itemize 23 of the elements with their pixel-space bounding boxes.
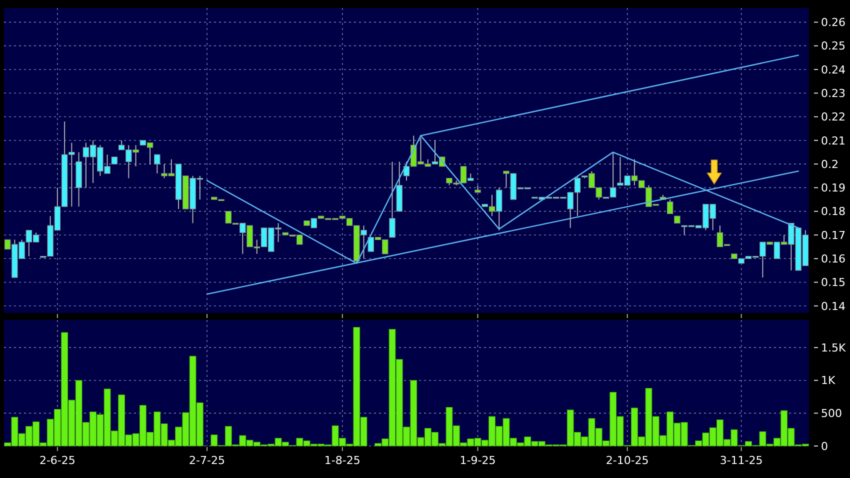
y-tick-label: 0.21: [821, 134, 846, 148]
y-tick-label: 0.19: [821, 182, 846, 195]
x-tick-label: 2-6-25: [39, 454, 76, 467]
y-tick-label: 0.23: [821, 86, 846, 100]
y-tick-label: 0.25: [821, 40, 846, 53]
y-tick-label: 0.14: [821, 300, 846, 313]
y-tick-label: 0.22: [821, 110, 846, 124]
y-tick-label: 0.15: [821, 276, 846, 290]
x-tick-label: 2-7-25: [189, 454, 225, 467]
x-tick-label: 2-10-25: [606, 454, 649, 467]
y-tick-label: 0.18: [821, 205, 846, 218]
x-tick-label: 1-9-25: [460, 454, 496, 467]
y-tick-label: 0.24: [821, 63, 846, 76]
y-tick-label: 0.17: [821, 228, 846, 242]
y-tick-label: 0.2: [821, 158, 838, 171]
y-tick-label: 0.26: [821, 16, 846, 30]
x-tick-label: 3-11-25: [720, 454, 763, 467]
y-tick-label: 1K: [821, 374, 836, 388]
y-tick-label: 500: [821, 407, 842, 420]
y-tick-label: 0.16: [821, 252, 846, 266]
y-tick-label: 1.5K: [821, 341, 846, 354]
y-tick-label: 0: [821, 440, 828, 453]
x-tick-label: 1-8-25: [324, 454, 360, 467]
